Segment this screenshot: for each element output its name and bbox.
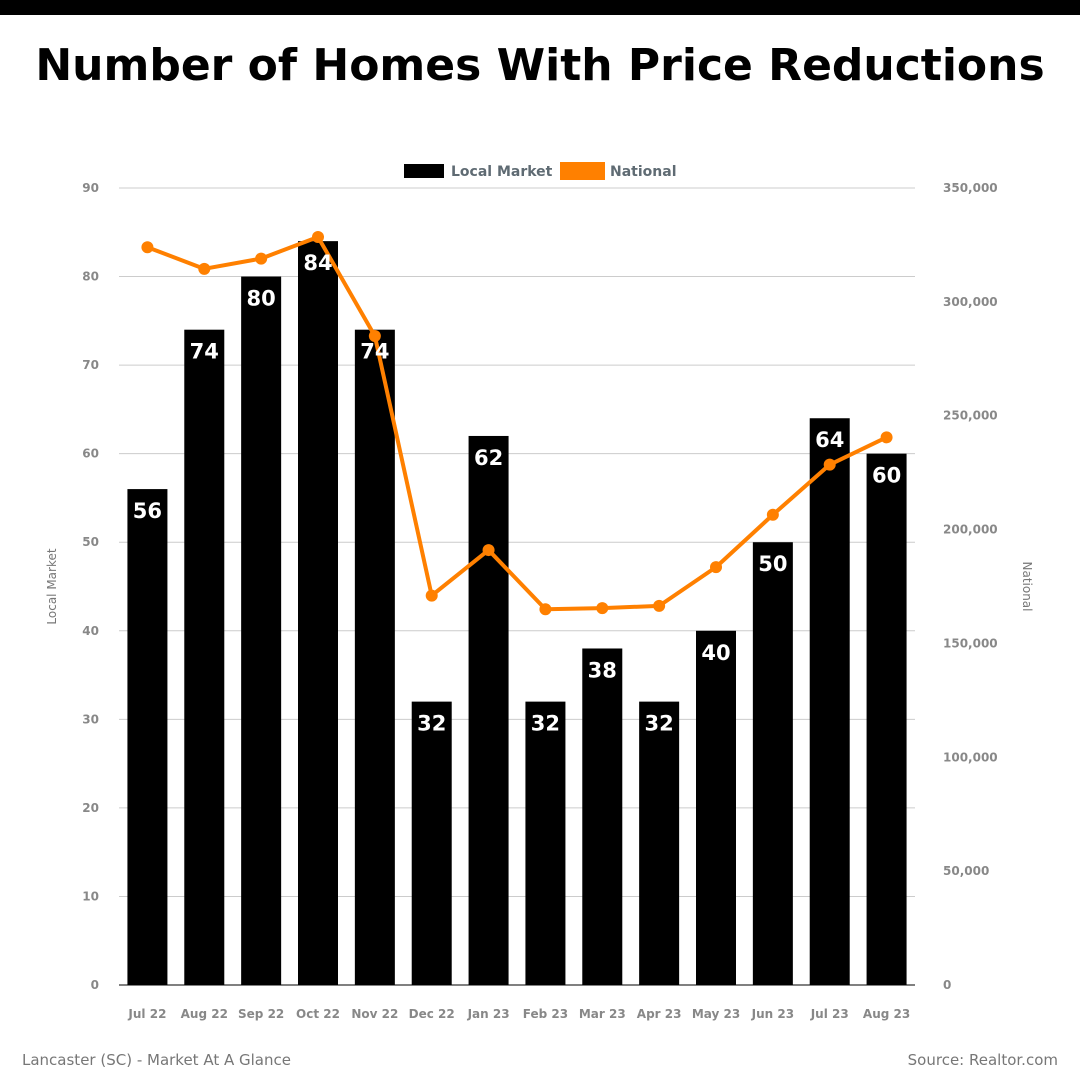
bar-value-label: 32 (531, 712, 560, 736)
x-tick-label: May 23 (692, 1007, 740, 1021)
bar-value-label: 50 (758, 552, 787, 576)
bar-value-label: 74 (360, 340, 389, 364)
bar (127, 489, 168, 985)
bar (298, 241, 338, 986)
x-tick-label: Sep 22 (238, 1007, 284, 1021)
left-tick-label: 90 (82, 181, 99, 195)
x-tick-label: Dec 22 (409, 1007, 455, 1021)
bar (184, 329, 225, 985)
bar-value-label: 32 (645, 712, 674, 736)
national-point (653, 599, 666, 612)
national-point (368, 330, 381, 343)
x-tick-label: Nov 22 (351, 1007, 398, 1021)
x-tick-label: Jan 23 (467, 1007, 510, 1021)
bar (696, 630, 736, 985)
left-tick-label: 40 (82, 624, 99, 638)
national-point (425, 589, 438, 602)
right-tick-label: 150,000 (943, 636, 998, 650)
legend-label-national: National (610, 164, 677, 180)
bar-value-label: 38 (588, 658, 617, 682)
x-tick-label: Oct 22 (296, 1007, 340, 1021)
bar (809, 418, 850, 985)
x-tick-label: Jul 22 (127, 1007, 166, 1021)
left-tick-label: 20 (82, 801, 99, 815)
bar-value-label: 62 (474, 446, 503, 470)
x-tick-label: Apr 23 (637, 1007, 682, 1021)
national-point (823, 458, 836, 471)
x-tick-label: Aug 22 (181, 1007, 228, 1021)
top-bar (0, 0, 1080, 15)
national-point (312, 230, 324, 243)
bar-value-label: 64 (815, 428, 844, 452)
bar (525, 701, 566, 985)
right-axis-title: National (1020, 561, 1034, 611)
right-tick-label: 0 (943, 978, 951, 992)
left-tick-label: 30 (82, 712, 99, 726)
national-point (539, 603, 552, 616)
bar-value-label: 84 (303, 251, 332, 275)
right-tick-label: 300,000 (943, 295, 998, 309)
chart-title: Number of Homes With Price Reductions (35, 40, 1045, 91)
x-tick-label: Jul 23 (810, 1007, 849, 1021)
national-point (255, 252, 268, 265)
bar (752, 542, 793, 985)
bar-value-label: 74 (190, 340, 219, 364)
bar-value-label: 56 (133, 499, 162, 523)
left-tick-label: 70 (82, 358, 99, 372)
left-tick-label: 80 (82, 270, 99, 284)
legend-swatch-local (404, 164, 444, 178)
left-axis-title: Local Market (45, 548, 59, 624)
national-point (880, 431, 893, 444)
bar (468, 435, 509, 985)
bar (411, 701, 452, 985)
bar (866, 453, 907, 986)
bar-value-label: 80 (247, 287, 276, 311)
legend-swatch-national (560, 162, 605, 180)
right-tick-label: 50,000 (943, 864, 989, 878)
national-point (482, 544, 495, 557)
national-point (596, 602, 609, 615)
bar-value-label: 40 (701, 641, 730, 665)
bar (354, 329, 395, 985)
national-point (141, 241, 154, 254)
right-tick-label: 200,000 (943, 523, 998, 537)
x-tick-label: Jun 23 (751, 1007, 794, 1021)
x-tick-label: Mar 23 (579, 1007, 626, 1021)
bar-value-label: 60 (872, 464, 901, 488)
bar (582, 648, 623, 985)
national-line (146, 234, 888, 612)
footer-market-label: Lancaster (SC) - Market At A Glance (22, 1051, 291, 1069)
national-point (766, 508, 779, 521)
national-point (710, 561, 722, 574)
left-tick-label: 60 (82, 447, 99, 461)
left-tick-label: 0 (91, 978, 99, 992)
left-tick-label: 10 (82, 889, 99, 903)
national-point (198, 262, 211, 275)
bar (241, 276, 282, 985)
x-tick-label: Aug 23 (863, 1007, 910, 1021)
x-tick-label: Feb 23 (523, 1007, 568, 1021)
right-tick-label: 100,000 (943, 750, 998, 764)
footer-source: Source: Realtor.com (907, 1051, 1058, 1069)
legend-label-local: Local Market (451, 164, 553, 180)
right-tick-label: 250,000 (943, 409, 998, 423)
left-tick-label: 50 (82, 535, 99, 549)
bar-value-label: 32 (417, 712, 446, 736)
right-tick-label: 350,000 (943, 181, 998, 195)
bar (639, 701, 680, 985)
